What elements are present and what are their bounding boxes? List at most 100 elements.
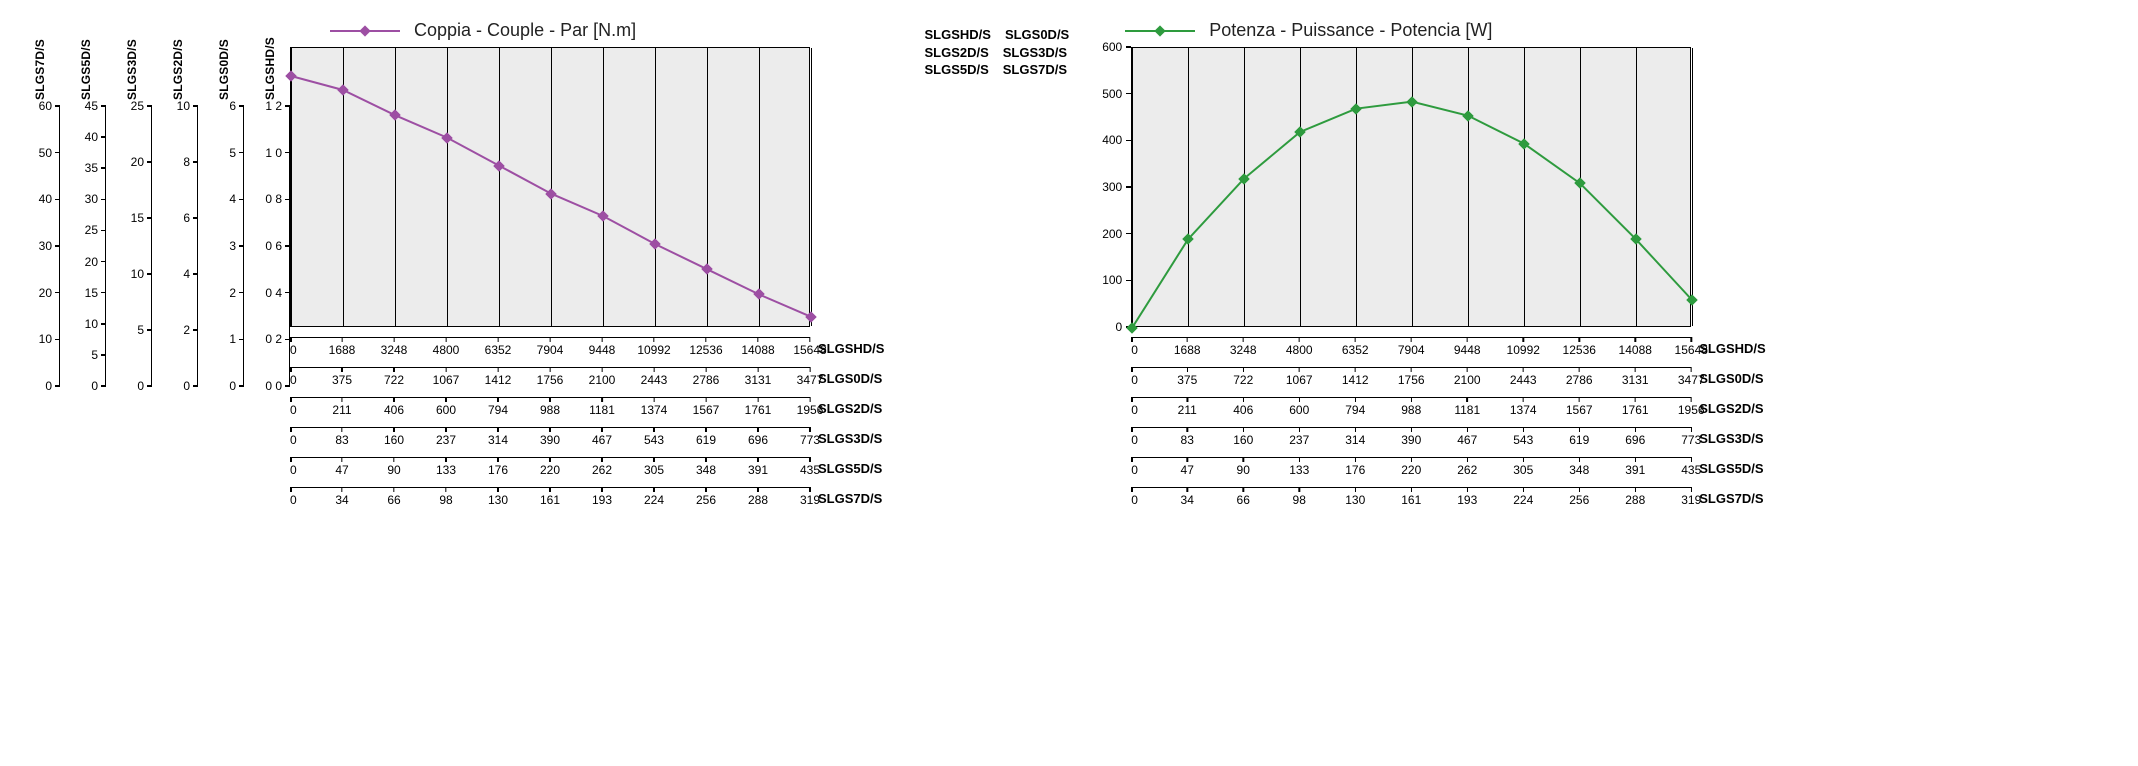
y-tick: 0 0 bbox=[265, 379, 290, 393]
x-tick: 406 bbox=[1233, 397, 1253, 417]
x-tick: 15648 bbox=[793, 337, 826, 357]
x-tick: 12536 bbox=[689, 337, 722, 357]
x-tick: 0 bbox=[290, 427, 297, 447]
y-tick: 0 bbox=[91, 379, 106, 393]
x-tick: 211 bbox=[1178, 397, 1197, 417]
x-tick: 0 bbox=[1131, 397, 1138, 417]
y-tick: 20 bbox=[39, 286, 60, 300]
x-tick: 262 bbox=[1457, 457, 1477, 477]
y-tick: 400 bbox=[1102, 133, 1131, 147]
x-tick: 133 bbox=[436, 457, 456, 477]
y-tick: 35 bbox=[85, 161, 106, 175]
y-tick: 8 bbox=[183, 155, 198, 169]
y-axis-label: SLGS5D/S bbox=[79, 30, 93, 100]
torque-legend-row: Coppia - Couple - Par [N.m] bbox=[290, 20, 884, 41]
x-axis-scale: 037572210671412175621002443278631313477 bbox=[290, 367, 810, 389]
power-x-axes: 0168832484800635279049448109921253614088… bbox=[1085, 337, 1765, 517]
y-axis-SLGS7D/S: SLGS7D/S6050403020100 bbox=[20, 30, 60, 386]
x-tick: 2786 bbox=[693, 367, 720, 387]
x-axis-SLGS7D/S: 0346698130161193224256288319SLGS7D/S bbox=[290, 487, 884, 509]
x-tick: 256 bbox=[1569, 487, 1589, 507]
y-tick: 0 2 bbox=[265, 332, 290, 346]
x-tick: 7904 bbox=[1398, 337, 1425, 357]
y-tick: 20 bbox=[131, 155, 152, 169]
x-tick: 3131 bbox=[1622, 367, 1649, 387]
x-tick: 237 bbox=[1289, 427, 1309, 447]
y-axis-label: SLGS3D/S bbox=[125, 30, 139, 100]
x-tick: 193 bbox=[1457, 487, 1477, 507]
x-tick: 14088 bbox=[741, 337, 774, 357]
x-axis-scale: 04790133176220262305348391435 bbox=[290, 457, 810, 479]
y-tick: 4 bbox=[229, 192, 244, 206]
multi-y-axes: SLGS7D/S6050403020100SLGS5D/S45403530252… bbox=[20, 20, 290, 386]
page-root: SLGS7D/S6050403020100SLGS5D/S45403530252… bbox=[20, 20, 2118, 517]
torque-legend-marker bbox=[359, 25, 370, 36]
x-tick: 435 bbox=[1681, 457, 1701, 477]
x-tick: 1374 bbox=[641, 397, 668, 417]
x-tick: 9448 bbox=[1454, 337, 1481, 357]
torque-x-axes: 0168832484800635279049448109921253614088… bbox=[290, 337, 884, 517]
x-tick: 237 bbox=[436, 427, 456, 447]
y-tick: 600 bbox=[1102, 40, 1131, 54]
x-axis-label: SLGS2D/S bbox=[1699, 401, 1763, 416]
y-axis-scale: 2520151050 bbox=[112, 106, 152, 386]
x-tick: 6352 bbox=[1342, 337, 1369, 357]
x-axis-SLGS2D/S: 021140660079498811811374156717611956SLGS… bbox=[1131, 397, 1765, 419]
x-tick: 0 bbox=[1131, 457, 1138, 477]
x-tick: 160 bbox=[1233, 427, 1253, 447]
x-tick: 220 bbox=[1401, 457, 1421, 477]
x-tick: 773 bbox=[1681, 427, 1701, 447]
x-tick: 305 bbox=[1513, 457, 1533, 477]
x-tick: 0 bbox=[290, 367, 297, 387]
x-axis-SLGS0D/S: 037572210671412175621002443278631313477S… bbox=[1131, 367, 1765, 389]
x-tick: 3477 bbox=[1678, 367, 1705, 387]
x-tick: 262 bbox=[592, 457, 612, 477]
x-tick: 0 bbox=[1131, 427, 1138, 447]
x-tick: 0 bbox=[1131, 487, 1138, 507]
x-tick: 176 bbox=[1345, 457, 1365, 477]
x-axis-label: SLGSHD/S bbox=[1699, 341, 1765, 356]
x-tick: 773 bbox=[800, 427, 820, 447]
torque-legend-line bbox=[330, 30, 400, 32]
x-tick: 160 bbox=[384, 427, 404, 447]
x-tick: 543 bbox=[644, 427, 664, 447]
x-axis-SLGS7D/S: 0346698130161193224256288319SLGS7D/S bbox=[1131, 487, 1765, 509]
y-tick: 500 bbox=[1102, 87, 1131, 101]
y-tick: 200 bbox=[1102, 227, 1131, 241]
x-tick: 988 bbox=[1401, 397, 1421, 417]
x-tick: 66 bbox=[1237, 487, 1250, 507]
series-label: SLGS7D/S bbox=[1003, 61, 1067, 79]
y-tick: 60 bbox=[39, 99, 60, 113]
y-tick: 5 bbox=[229, 146, 244, 160]
x-tick: 0 bbox=[290, 397, 297, 417]
x-tick: 4800 bbox=[1286, 337, 1313, 357]
series-label-row: SLGS5D/SSLGS7D/S bbox=[924, 61, 1069, 79]
x-tick: 3248 bbox=[381, 337, 408, 357]
y-tick: 0 bbox=[229, 379, 244, 393]
y-tick: 0 bbox=[45, 379, 60, 393]
x-tick: 193 bbox=[592, 487, 612, 507]
x-tick: 406 bbox=[384, 397, 404, 417]
series-label: SLGS3D/S bbox=[1003, 44, 1067, 62]
y-tick: 300 bbox=[1102, 180, 1131, 194]
x-axis-label: SLGS5D/S bbox=[1699, 461, 1763, 476]
x-tick: 600 bbox=[436, 397, 456, 417]
x-axis-SLGS5D/S: 04790133176220262305348391435SLGS5D/S bbox=[290, 457, 884, 479]
x-axis-label: SLGS3D/S bbox=[1699, 431, 1763, 446]
x-tick: 1761 bbox=[1622, 397, 1649, 417]
y-tick: 1 bbox=[229, 332, 244, 346]
x-tick: 722 bbox=[1233, 367, 1253, 387]
x-tick: 988 bbox=[540, 397, 560, 417]
x-tick: 9448 bbox=[589, 337, 616, 357]
x-tick: 211 bbox=[332, 397, 351, 417]
y-tick: 40 bbox=[85, 130, 106, 144]
y-tick: 0 6 bbox=[265, 239, 290, 253]
x-tick: 314 bbox=[1345, 427, 1365, 447]
y-axis-scale: 6543210 bbox=[204, 106, 244, 386]
series-label: SLGS2D/S bbox=[924, 44, 988, 62]
x-tick: 2786 bbox=[1566, 367, 1593, 387]
x-tick: 1181 bbox=[589, 397, 615, 417]
x-tick: 14088 bbox=[1619, 337, 1652, 357]
y-axis-label: SLGS2D/S bbox=[171, 30, 185, 100]
series-label: SLGSHD/S bbox=[924, 26, 990, 44]
